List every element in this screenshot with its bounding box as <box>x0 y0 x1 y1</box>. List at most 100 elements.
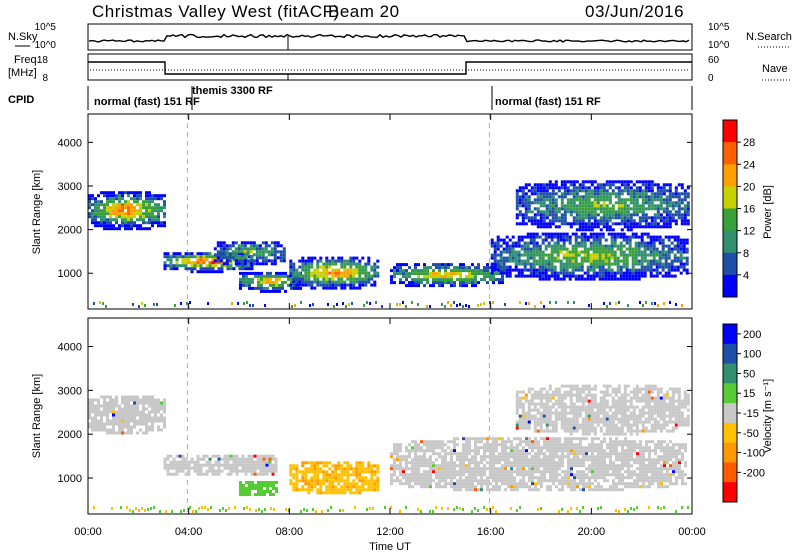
velocity-echo-cell <box>570 488 573 491</box>
power-echo-cell <box>185 255 188 258</box>
velocity-echo-region <box>164 455 278 476</box>
power-echo-cell <box>100 224 103 227</box>
velocity-echo-cell <box>456 443 459 446</box>
power-echo-cell <box>630 192 633 195</box>
power-echo-cell <box>635 272 638 275</box>
power-echo-cell <box>663 222 666 225</box>
velocity-echo-cell <box>531 449 534 452</box>
power-echo-cell <box>533 236 536 239</box>
power-echo-cell <box>477 269 480 272</box>
velocity-echo-cell <box>468 440 471 443</box>
power-echo-cell <box>250 259 253 262</box>
power-echo-cell <box>259 244 262 247</box>
power-echo-cell <box>668 251 671 254</box>
power-echo-cell <box>179 255 182 258</box>
power-echo-cell <box>500 260 503 263</box>
velocity-echo-cell <box>136 411 139 414</box>
velocity-echo-cell <box>582 464 585 467</box>
power-echo-cell <box>217 256 220 259</box>
power-echo-cell <box>602 260 605 263</box>
power-echo-cell <box>648 225 651 228</box>
power-echo-cell <box>373 272 376 275</box>
velocity-echo-cell <box>124 408 127 411</box>
power-echo-cell <box>331 269 334 272</box>
velocity-echo-cell <box>310 479 313 482</box>
power-echo-cell <box>534 207 537 210</box>
power-echo-cell <box>674 269 677 272</box>
power-echo-cell <box>563 248 566 251</box>
power-echo-cell <box>151 218 154 221</box>
power-echo-cell <box>561 201 564 204</box>
velocity-echo-cell <box>245 487 248 490</box>
power-echo-cell <box>665 275 668 278</box>
velocity-echo-cell <box>564 455 567 458</box>
power-echo-cell <box>121 206 124 209</box>
velocity-echo-cell <box>615 467 618 470</box>
power-echo-cell <box>650 266 653 269</box>
velocity-echo-cell <box>624 452 627 455</box>
power-echo-cell <box>293 287 296 290</box>
power-echo-cell <box>657 198 660 201</box>
velocity-echo-cell <box>182 467 185 470</box>
power-echo-cell <box>593 245 596 248</box>
power-clutter-cell <box>618 301 620 304</box>
power-echo-cell <box>546 198 549 201</box>
power-echo-cell <box>148 227 151 230</box>
power-echo-cell <box>665 245 668 248</box>
power-echo-cell <box>566 251 569 254</box>
power-echo-cell <box>669 201 672 204</box>
velocity-echo-cell <box>513 455 516 458</box>
velocity-echo-cell <box>684 449 687 452</box>
velocity-echo-cell <box>573 488 576 491</box>
velocity-echo-cell <box>477 464 480 467</box>
power-echo-cell <box>603 222 606 225</box>
velocity-echo-cell <box>227 461 230 464</box>
power-echo-cell <box>540 198 543 201</box>
velocity-echo-cell <box>456 482 459 485</box>
power-echo-cell <box>537 219 540 222</box>
power-echo-cell <box>561 186 564 189</box>
power-echo-cell <box>552 204 555 207</box>
velocity-echo-cell <box>534 482 537 485</box>
power-echo-cell <box>266 287 269 290</box>
cpid-segment-2: themis 3300 RF <box>192 85 273 97</box>
power-echo-cell <box>629 254 632 257</box>
power-echo-cell <box>680 239 683 242</box>
power-echo-cell <box>537 189 540 192</box>
velocity-echo-cell <box>417 446 420 449</box>
velocity-echo-cell <box>438 455 441 458</box>
velocity-echo-cell <box>459 467 462 470</box>
velocity-echo-cell <box>340 470 343 473</box>
velocity-echo-cell <box>618 479 621 482</box>
velocity-echo-cell <box>504 479 507 482</box>
velocity-echo-cell <box>136 432 139 435</box>
velocity-echo-cell <box>435 440 438 443</box>
power-echo-cell <box>494 251 497 254</box>
velocity-echo-cell <box>675 464 678 467</box>
velocity-echo-cell <box>218 464 221 467</box>
power-echo-cell <box>543 210 546 213</box>
velocity-echo-cell <box>492 437 495 440</box>
power-echo-cell <box>662 248 665 251</box>
velocity-echo-cell <box>334 485 337 488</box>
power-echo-cell <box>127 227 130 230</box>
velocity-echo-cell <box>501 476 504 479</box>
velocity-echo-cell <box>498 458 501 461</box>
power-echo-cell <box>145 212 148 215</box>
power-echo-cell <box>642 198 645 201</box>
velocity-echo-cell <box>408 461 411 464</box>
velocity-echo-cell <box>289 479 292 482</box>
power-clutter-cell <box>663 302 665 305</box>
velocity-echo-cell <box>549 470 552 473</box>
power-echo-cell <box>322 263 325 266</box>
power-echo-cell <box>615 216 618 219</box>
power-echo-cell <box>136 191 139 194</box>
velocity-echo-cell <box>543 470 546 473</box>
velocity-echo-cell <box>124 417 127 420</box>
velocity-echo-cell <box>346 464 349 467</box>
power-echo-cell <box>197 261 200 264</box>
power-colorbar-label: Power [dB] <box>762 185 774 239</box>
power-echo-cell <box>367 260 370 263</box>
velocity-echo-cell <box>477 437 480 440</box>
power-echo-cell <box>545 263 548 266</box>
